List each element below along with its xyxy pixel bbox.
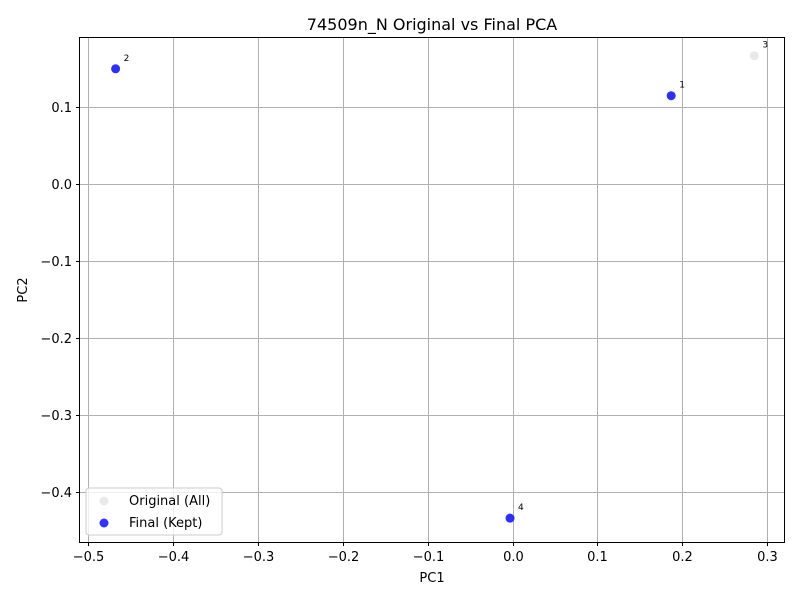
x-tick-label: −0.4 xyxy=(158,550,190,565)
chart-title: 74509n_N Original vs Final PCA xyxy=(307,15,557,35)
point-label: 3 xyxy=(762,41,768,51)
x-tick-label: 0.3 xyxy=(757,550,778,565)
point-final xyxy=(111,64,121,74)
y-axis-ticks: 0.1 0.0 −0.1 −0.2 −0.3 −0.4 xyxy=(40,101,80,501)
x-tick-label: 0.1 xyxy=(587,550,608,565)
x-tick-label: 0.0 xyxy=(503,550,524,565)
y-tick-label: −0.3 xyxy=(40,409,72,424)
y-tick-label: 0.0 xyxy=(51,178,72,193)
x-axis-title: PC1 xyxy=(419,571,444,586)
point-original xyxy=(749,51,759,61)
y-axis-title: PC2 xyxy=(16,277,31,302)
legend-box xyxy=(85,487,223,536)
x-tick-label: −0.1 xyxy=(413,550,445,565)
y-tick-label: −0.1 xyxy=(40,255,72,270)
x-tick-label: −0.3 xyxy=(243,550,275,565)
data-points xyxy=(111,51,759,523)
legend-label-final: Final (Kept) xyxy=(129,516,202,531)
point-labels: 1 2 3 4 xyxy=(124,41,768,513)
point-label: 1 xyxy=(679,81,685,91)
point-final xyxy=(505,513,515,523)
y-tick-label: −0.2 xyxy=(40,332,72,347)
y-tick-label: 0.1 xyxy=(51,101,72,116)
y-tick-label: −0.4 xyxy=(40,486,72,501)
x-axis-ticks: −0.5 −0.4 −0.3 −0.2 −0.1 0.0 0.1 0.2 0.3 xyxy=(73,542,778,565)
legend: Original (All) Final (Kept) xyxy=(85,487,223,536)
x-tick-label: −0.5 xyxy=(73,550,105,565)
point-final xyxy=(666,91,676,101)
legend-marker-final xyxy=(99,518,109,528)
grid xyxy=(80,38,784,542)
plot-frame xyxy=(79,37,785,543)
legend-label-original: Original (All) xyxy=(129,494,210,509)
point-label: 4 xyxy=(518,503,524,513)
point-label: 2 xyxy=(124,54,130,64)
x-tick-label: 0.2 xyxy=(672,550,693,565)
legend-marker-original xyxy=(99,496,109,506)
x-tick-label: −0.2 xyxy=(328,550,360,565)
